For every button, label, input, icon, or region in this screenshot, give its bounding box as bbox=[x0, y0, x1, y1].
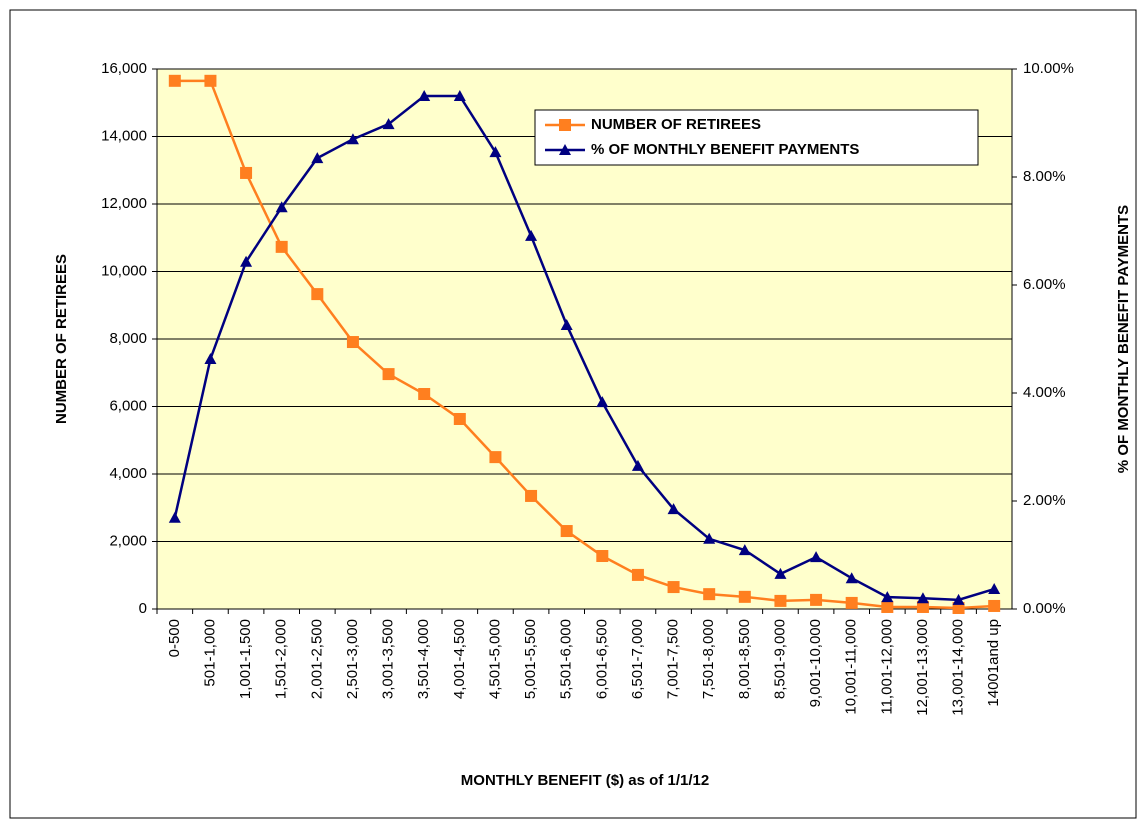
x-tick-label: 7,501-8,000 bbox=[700, 619, 717, 699]
data-point bbox=[382, 368, 395, 381]
x-tick-label: 3,001-3,500 bbox=[380, 619, 397, 699]
legend-label: NUMBER OF RETIREES bbox=[591, 116, 761, 133]
data-point bbox=[489, 146, 502, 158]
data-point bbox=[418, 388, 431, 401]
data-point bbox=[810, 593, 823, 606]
x-tick-label: 3,501-4,000 bbox=[415, 619, 432, 699]
data-point bbox=[275, 201, 288, 213]
x-tick-label: 6,001-6,500 bbox=[593, 619, 610, 699]
data-point bbox=[952, 593, 965, 605]
y2-tick-label: 6.00% bbox=[1023, 276, 1066, 293]
data-point bbox=[988, 599, 1001, 612]
data-point bbox=[881, 591, 894, 603]
y-axis-title: NUMBER OF RETIREES bbox=[53, 254, 70, 424]
legend-marker bbox=[559, 119, 571, 131]
data-point bbox=[382, 118, 395, 130]
data-point bbox=[489, 451, 502, 464]
data-point bbox=[845, 572, 858, 584]
data-point bbox=[240, 255, 253, 267]
data-point bbox=[418, 90, 431, 101]
x-tick-label: 501-1,000 bbox=[201, 619, 218, 687]
data-point bbox=[703, 532, 716, 544]
x-axis-title: MONTHLY BENEFIT ($) as of 1/1/12 bbox=[461, 772, 709, 789]
x-tick-label: 5,501-6,000 bbox=[558, 619, 575, 699]
data-point bbox=[204, 352, 217, 364]
data-point bbox=[453, 412, 466, 425]
data-point bbox=[275, 240, 288, 253]
x-tick-label: 13,001-14,000 bbox=[950, 619, 967, 716]
data-point bbox=[204, 74, 217, 87]
data-point bbox=[596, 396, 609, 408]
y2-tick-label: 2.00% bbox=[1023, 492, 1066, 509]
data-point bbox=[311, 288, 324, 301]
data-point bbox=[738, 544, 751, 556]
x-tick-label: 5,001-5,500 bbox=[522, 619, 539, 699]
data-point bbox=[774, 594, 787, 607]
data-point bbox=[988, 583, 1001, 595]
x-tick-label: 1,001-1,500 bbox=[237, 619, 254, 699]
y-tick-label: 6,000 bbox=[109, 397, 147, 414]
legend-box bbox=[534, 109, 979, 166]
y-tick-label: 4,000 bbox=[109, 465, 147, 482]
data-point bbox=[560, 318, 573, 330]
series-line bbox=[173, 94, 995, 602]
data-point bbox=[311, 152, 324, 164]
x-tick-label: 10,001-11,000 bbox=[843, 619, 860, 715]
x-tick-label: 2,001-2,500 bbox=[308, 619, 325, 699]
data-point bbox=[738, 590, 751, 603]
data-point bbox=[667, 581, 680, 594]
legend-marker bbox=[559, 144, 571, 155]
legend-symbol bbox=[559, 119, 571, 131]
x-tick-label: 11,001-12,000 bbox=[878, 619, 895, 715]
data-point bbox=[525, 489, 538, 502]
y2-tick-label: 8.00% bbox=[1023, 168, 1066, 185]
y-tick-label: 0 bbox=[139, 600, 147, 617]
legend-label: % OF MONTHLY BENEFIT PAYMENTS bbox=[591, 141, 859, 158]
data-point bbox=[667, 503, 680, 515]
x-tick-label: 1,501-2,000 bbox=[273, 619, 290, 699]
x-tick-label: 6,501-7,000 bbox=[629, 619, 646, 699]
data-point bbox=[525, 229, 538, 241]
y-tick-label: 12,000 bbox=[101, 195, 147, 212]
data-point bbox=[631, 568, 644, 581]
x-tick-label: 7,001-7,500 bbox=[665, 619, 682, 699]
data-point bbox=[774, 567, 787, 579]
y-tick-label: 14,000 bbox=[101, 127, 147, 144]
data-point bbox=[845, 596, 858, 609]
data-point bbox=[881, 600, 894, 613]
data-point bbox=[596, 550, 609, 563]
y-tick-label: 16,000 bbox=[101, 60, 147, 77]
data-point bbox=[810, 551, 823, 563]
data-point bbox=[916, 592, 929, 604]
data-point bbox=[952, 601, 965, 614]
data-point bbox=[240, 166, 253, 179]
x-tick-label: 4,001-4,500 bbox=[451, 619, 468, 699]
y2-axis-title: % OF MONTHLY BENEFIT PAYMENTS bbox=[1115, 205, 1132, 473]
x-tick-label: 14001and up bbox=[985, 619, 1002, 707]
y2-tick-label: 4.00% bbox=[1023, 384, 1066, 401]
data-point bbox=[916, 600, 929, 613]
x-tick-label: 8,501-9,000 bbox=[771, 619, 788, 699]
y-tick-label: 8,000 bbox=[109, 330, 147, 347]
data-point bbox=[631, 459, 644, 471]
x-tick-label: 8,001-8,500 bbox=[736, 619, 753, 699]
y2-tick-label: 0.00% bbox=[1023, 600, 1066, 617]
data-point bbox=[346, 336, 359, 349]
x-tick-label: 12,001-13,000 bbox=[914, 619, 931, 716]
x-tick-label: 0-500 bbox=[166, 619, 183, 657]
data-point bbox=[703, 588, 716, 601]
y-tick-label: 2,000 bbox=[109, 532, 147, 549]
x-tick-label: 9,001-10,000 bbox=[807, 619, 824, 707]
data-point bbox=[453, 90, 466, 101]
data-point bbox=[168, 511, 181, 523]
y-tick-label: 10,000 bbox=[101, 262, 147, 279]
data-point bbox=[168, 74, 181, 87]
legend-symbol bbox=[559, 144, 571, 155]
x-tick-label: 4,501-5,000 bbox=[486, 619, 503, 699]
y2-tick-label: 10.00% bbox=[1023, 60, 1074, 77]
data-point bbox=[346, 133, 359, 145]
x-tick-label: 2,501-3,000 bbox=[344, 619, 361, 699]
data-point bbox=[560, 525, 573, 538]
